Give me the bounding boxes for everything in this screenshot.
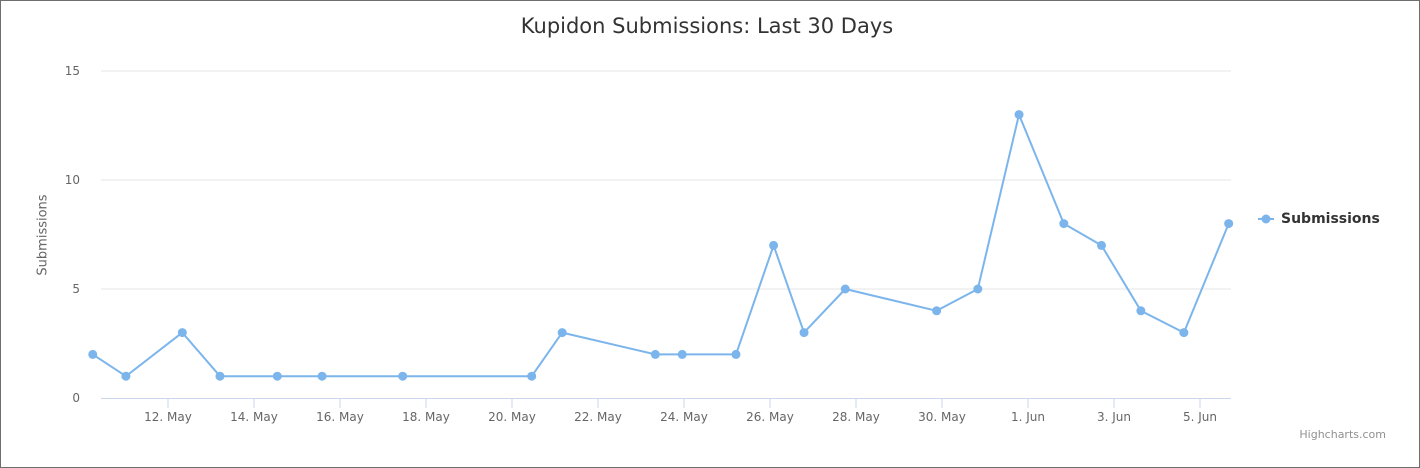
data-point[interactable] [1136, 306, 1146, 316]
legend-item-submissions[interactable]: Submissions [1257, 211, 1380, 227]
data-point[interactable] [88, 349, 98, 359]
x-tick-label: 20. May [488, 410, 536, 424]
y-tick-label: 15 [65, 64, 80, 78]
x-tick-label: 22. May [574, 410, 622, 424]
x-tick-label: 14. May [230, 410, 278, 424]
y-tick-label: 10 [65, 173, 80, 187]
data-point[interactable] [769, 240, 779, 250]
data-point[interactable] [1179, 328, 1189, 338]
data-point[interactable] [557, 328, 567, 338]
x-tick-label: 5. Jun [1183, 410, 1217, 424]
data-point[interactable] [932, 306, 942, 316]
data-point[interactable] [1059, 219, 1069, 229]
x-tick-label: 16. May [316, 410, 364, 424]
data-point[interactable] [398, 371, 408, 381]
x-tick-label: 26. May [746, 410, 794, 424]
data-point[interactable] [799, 328, 809, 338]
data-point[interactable] [973, 284, 983, 294]
x-tick-label: 24. May [660, 410, 708, 424]
data-point[interactable] [650, 349, 660, 359]
x-tick-label: 1. Jun [1011, 410, 1045, 424]
chart-title: Kupidon Submissions: Last 30 Days [520, 14, 894, 38]
x-tick-label: 28. May [832, 410, 880, 424]
data-point[interactable] [1014, 110, 1024, 120]
data-point[interactable] [272, 371, 282, 381]
data-point[interactable] [677, 349, 687, 359]
x-tick-label: 3. Jun [1097, 410, 1131, 424]
legend-label: Submissions [1281, 211, 1380, 227]
y-tick-label: 5 [72, 282, 80, 296]
x-tick-label: 12. May [144, 410, 192, 424]
data-point[interactable] [731, 349, 741, 359]
x-tick-label: 18. May [402, 410, 450, 424]
data-point[interactable] [527, 371, 537, 381]
data-point[interactable] [1096, 240, 1106, 250]
data-point[interactable] [177, 328, 187, 338]
legend-symbol-icon [1258, 214, 1274, 224]
data-point[interactable] [1224, 219, 1234, 229]
data-point[interactable] [317, 371, 327, 381]
data-point[interactable] [121, 371, 131, 381]
data-point[interactable] [840, 284, 850, 294]
credits-link[interactable]: Highcharts.com [1299, 428, 1386, 441]
series-line [92, 113, 1230, 378]
y-tick-label: 0 [72, 391, 80, 405]
data-point[interactable] [215, 371, 225, 381]
x-tick-label: 30. May [918, 410, 966, 424]
